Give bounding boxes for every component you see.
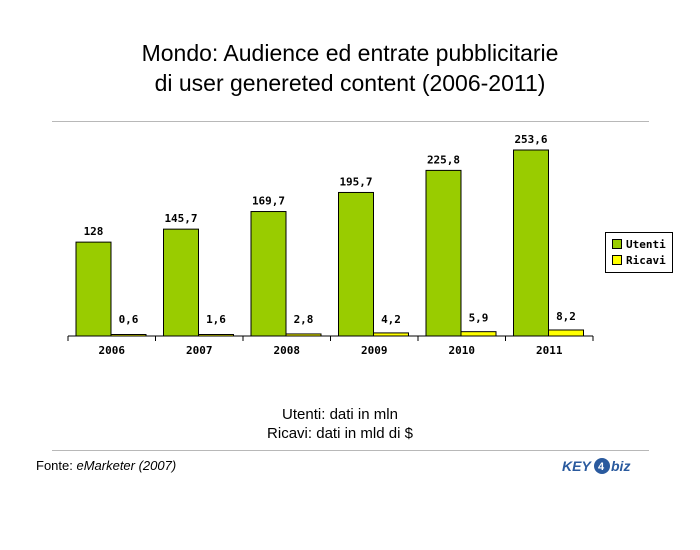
chart-title-line-2: di user genereted content (2006-2011) <box>154 70 546 96</box>
legend-item-utenti: Utenti <box>612 236 666 252</box>
logo-text-biz: biz <box>611 458 630 474</box>
bottom-divider <box>52 450 649 451</box>
bar-utenti-2010 <box>425 169 462 337</box>
data-label-utenti-2010: 225,8 <box>427 153 460 166</box>
top-divider <box>52 121 649 122</box>
legend-swatch-ricavi <box>612 255 622 265</box>
data-label-utenti-2007: 145,7 <box>164 212 197 225</box>
bar-utenti-2008 <box>250 211 287 337</box>
units-note: Utenti: dati in mln Ricavi: dati in mld … <box>0 405 680 443</box>
units-note-ricavi: Ricavi: dati in mld di $ <box>267 425 413 442</box>
data-label-utenti-2011: 253,6 <box>514 133 547 146</box>
data-label-ricavi-2007: 1,6 <box>206 313 226 326</box>
x-tick-label-2007: 2007 <box>186 344 213 357</box>
x-tick-label-2008: 2008 <box>274 344 301 357</box>
x-tick-label-2011: 2011 <box>536 344 563 357</box>
key4biz-logo: KEY 4 biz <box>562 458 630 474</box>
legend-swatch-utenti <box>612 239 622 249</box>
source-credit: Fonte: eMarketer (2007) <box>36 458 176 473</box>
chart-title: Mondo: Audience ed entrate pubblicitarie… <box>0 38 700 98</box>
data-label-utenti-2008: 169,7 <box>252 195 285 208</box>
source-prefix: Fonte: <box>36 458 77 473</box>
x-tick-label-2010: 2010 <box>449 344 476 357</box>
bar-ricavi-2011 <box>548 329 584 337</box>
source-name: eMarketer (2007) <box>76 458 177 473</box>
data-label-ricavi-2008: 2,8 <box>294 313 314 326</box>
bar-utenti-2006 <box>75 241 112 337</box>
logo-text-key: KEY <box>562 458 592 474</box>
logo-circle <box>594 458 610 474</box>
data-label-ricavi-2011: 8,2 <box>556 310 576 323</box>
chart-title-line-1: Mondo: Audience ed entrate pubblicitarie <box>141 40 559 66</box>
bar-chart: 128 145,7 169,7 195,7 225,8 253,6 0,6 1,6 2,8 4,2… <box>67 133 594 357</box>
x-tick-label-2006: 2006 <box>99 344 126 357</box>
bar-utenti-2007 <box>163 228 199 337</box>
data-label-utenti-2009: 195,7 <box>339 175 372 188</box>
legend-label-ricavi: Ricavi <box>626 253 666 267</box>
data-label-utenti-2006: 128 <box>84 225 104 238</box>
chart-legend: Utenti Ricavi <box>605 232 673 273</box>
bar-ricavi-2010 <box>460 331 497 337</box>
logo-text-4: 4 <box>598 461 605 473</box>
units-note-utenti: Utenti: dati in mln <box>282 406 398 423</box>
bar-utenti-2011 <box>513 149 549 337</box>
data-label-ricavi-2010: 5,9 <box>469 312 489 325</box>
x-tick-label-2009: 2009 <box>361 344 388 357</box>
data-label-ricavi-2009: 4,2 <box>381 313 401 326</box>
legend-item-ricavi: Ricavi <box>612 252 666 268</box>
legend-label-utenti: Utenti <box>626 237 666 251</box>
data-label-ricavi-2006: 0,6 <box>119 313 139 326</box>
bar-utenti-2009 <box>338 191 374 337</box>
